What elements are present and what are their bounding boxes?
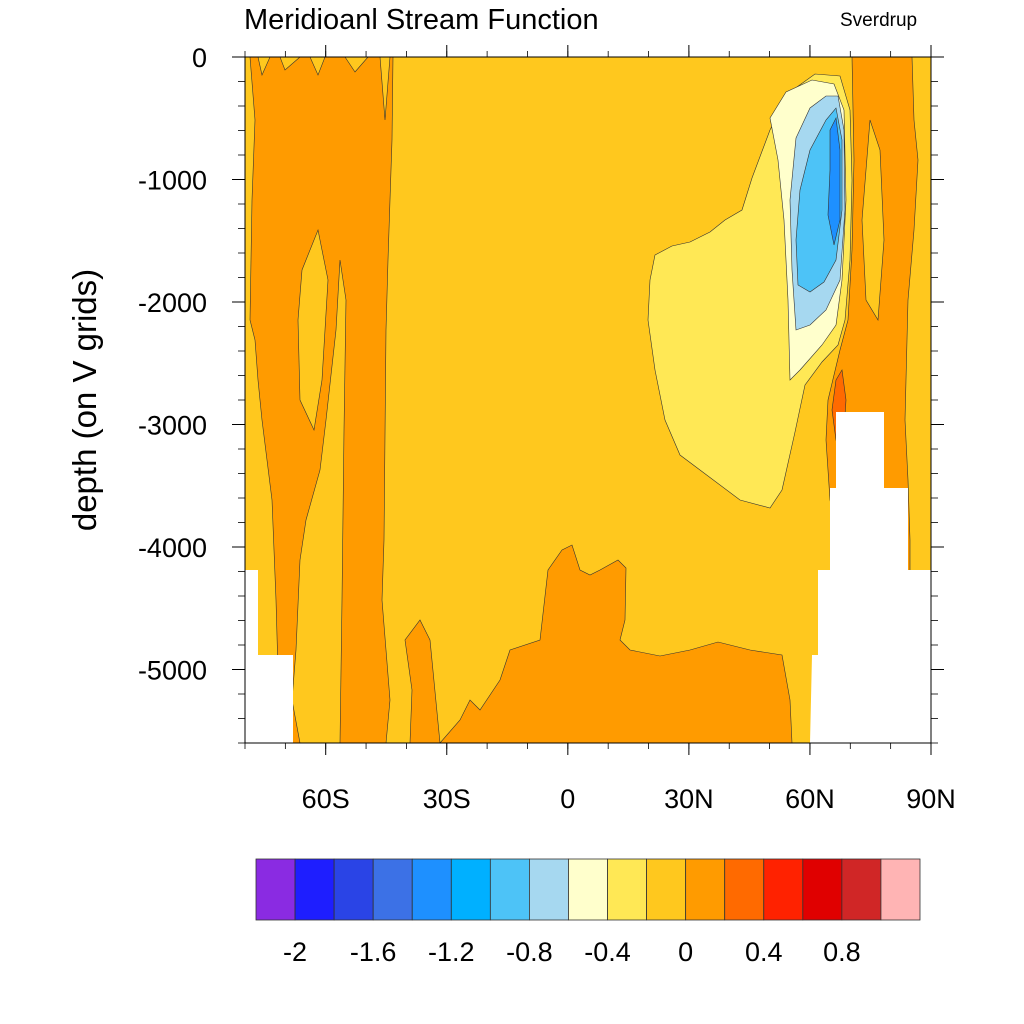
colorbar-label-1: -1.6 xyxy=(350,937,397,967)
y-tick-label-2: -2000 xyxy=(138,288,207,318)
colorbar-swatch-12 xyxy=(724,858,765,921)
region-topo-mask xyxy=(245,570,293,743)
region-topo-mask-north xyxy=(810,412,931,743)
colorbar-swatch-15 xyxy=(841,858,882,921)
region-southern-inner xyxy=(297,228,329,432)
colorbar-label-3: -0.8 xyxy=(506,937,553,967)
colorbar-label-0: -2 xyxy=(283,937,307,967)
y-tick-label-1: -1000 xyxy=(138,166,207,196)
colorbar-label-2: -1.2 xyxy=(428,937,475,967)
region-nordic-inner xyxy=(861,119,885,321)
region-bottom-band xyxy=(404,544,793,743)
x-tick-label-1: 30S xyxy=(423,784,471,814)
x-tick-label-4: 60N xyxy=(785,784,835,814)
colorbar-swatch-1 xyxy=(294,858,335,921)
x-axis: 60S 30S 0 30N 60N 90N xyxy=(244,45,956,814)
colorbar-swatch-13 xyxy=(763,858,804,921)
colorbar-swatch-8 xyxy=(568,858,608,921)
y-tick-label-5: -5000 xyxy=(138,656,207,686)
y-tick-label-4: -4000 xyxy=(138,533,207,563)
units-label: Sverdrup xyxy=(840,10,918,31)
colorbar-swatch-10 xyxy=(646,858,687,921)
colorbar-swatch-2 xyxy=(333,858,374,921)
y-axis-label: depth (on V grids) xyxy=(66,269,103,531)
colorbar-swatch-0 xyxy=(255,858,296,921)
contour-field xyxy=(245,57,931,743)
colorbar-swatch-5 xyxy=(450,858,491,921)
x-tick-label-3: 30N xyxy=(664,784,714,814)
colorbar-swatch-7 xyxy=(529,858,569,921)
y-axis: 0 -1000 -2000 -3000 -4000 -5000 xyxy=(138,43,944,744)
x-tick-label-5: 90N xyxy=(906,784,956,814)
colorbar-label-6: 0.4 xyxy=(745,937,783,967)
colorbar-label-5: 0 xyxy=(678,937,693,967)
colorbar: -2 -1.6 -1.2 -0.8 -0.4 0 0.4 0.8 xyxy=(255,858,921,967)
colorbar-swatch-16 xyxy=(880,858,921,921)
colorbar-swatch-6 xyxy=(489,858,530,921)
y-tick-label-0: 0 xyxy=(192,43,207,73)
colorbar-swatch-9 xyxy=(607,858,647,921)
y-tick-label-3: -3000 xyxy=(138,411,207,441)
chart-title: Meridioanl Stream Function xyxy=(244,4,599,36)
colorbar-label-4: -0.4 xyxy=(584,937,631,967)
colorbar-swatch-4 xyxy=(411,858,452,921)
colorbar-swatch-14 xyxy=(802,858,843,921)
colorbar-swatch-11 xyxy=(685,858,726,921)
x-tick-label-0: 60S xyxy=(302,784,350,814)
colorbar-swatch-3 xyxy=(372,858,413,921)
x-tick-label-2: 0 xyxy=(560,784,575,814)
region-southern-band xyxy=(249,57,394,743)
colorbar-label-7: 0.8 xyxy=(823,937,861,967)
region-lobe-12 xyxy=(827,116,841,246)
